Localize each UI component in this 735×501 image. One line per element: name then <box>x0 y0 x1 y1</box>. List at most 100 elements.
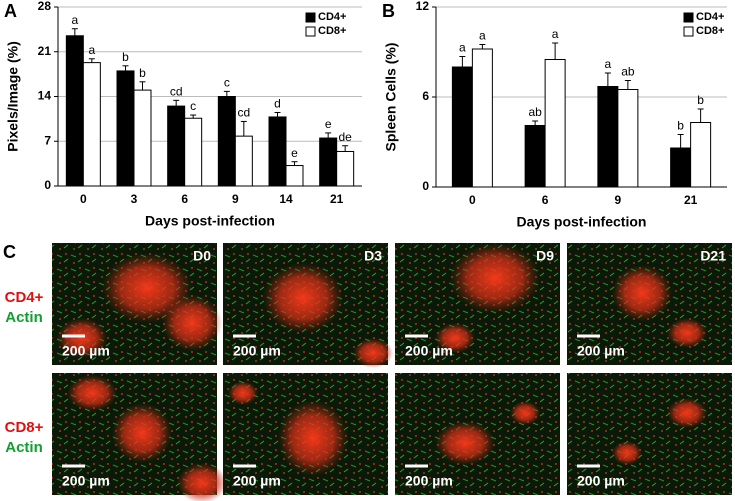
bar <box>336 150 355 187</box>
x-tick-label: 0 <box>469 193 476 207</box>
bar <box>617 89 639 188</box>
significance-label: a <box>479 29 486 43</box>
legend-swatch <box>683 12 694 23</box>
row-label: Actin <box>5 309 43 326</box>
significance-label: cd <box>170 85 183 99</box>
significance-label: a <box>71 13 78 27</box>
legend-swatch <box>305 26 316 37</box>
red-signal <box>177 463 227 501</box>
panel-label: C <box>3 242 16 262</box>
red-signal <box>67 375 117 411</box>
red-signal <box>57 318 107 358</box>
panel-label: A <box>4 1 17 21</box>
significance-label: e <box>291 146 298 160</box>
x-tick-label: 6 <box>181 192 188 206</box>
x-tick-label: 21 <box>684 193 698 207</box>
scale-label: 200 µm <box>577 473 625 489</box>
time-label: D9 <box>536 248 554 264</box>
significance-label: c <box>190 99 196 113</box>
scale-label: 200 µm <box>62 343 110 359</box>
y-tick-label: 14 <box>38 89 52 103</box>
micrograph <box>567 373 732 495</box>
bar <box>133 89 152 187</box>
y-tick-label: 0 <box>44 178 51 192</box>
bar <box>285 165 304 187</box>
significance-label: b <box>697 93 704 107</box>
bar <box>65 35 84 187</box>
red-signal <box>667 318 707 348</box>
red-signal <box>162 295 222 351</box>
significance-label: c <box>224 76 230 90</box>
significance-label: a <box>459 41 466 55</box>
y-tick-label: 28 <box>38 0 52 13</box>
scale-label: 200 µm <box>62 473 110 489</box>
significance-label: b <box>139 66 146 80</box>
legend-label: CD8+ <box>696 25 724 37</box>
time-label: D3 <box>364 248 382 264</box>
legend-label: CD4+ <box>318 11 346 23</box>
significance-label: a <box>552 27 559 41</box>
bar <box>268 116 287 187</box>
y-axis-title: Pixels/Image (%) <box>5 41 21 152</box>
scale-label: 200 µm <box>577 343 625 359</box>
bar <box>319 137 338 187</box>
y-tick-label: 0 <box>422 179 429 193</box>
red-signal <box>112 403 172 463</box>
bar <box>524 125 546 188</box>
scale-label: 200 µm <box>405 473 453 489</box>
y-axis-title: Spleen Cells (%) <box>383 43 399 152</box>
significance-label: b <box>677 119 684 133</box>
bar <box>82 62 101 187</box>
bar <box>116 70 135 187</box>
bar <box>690 122 712 188</box>
significance-label: b <box>122 50 129 64</box>
red-signal <box>612 441 642 465</box>
red-signal <box>263 263 343 333</box>
time-label: D21 <box>700 248 726 264</box>
bar <box>670 147 692 188</box>
red-signal <box>450 243 540 313</box>
time-label: D0 <box>193 248 211 264</box>
red-signal <box>353 338 393 368</box>
significance-label: a <box>605 57 612 71</box>
significance-label: ab <box>621 65 635 79</box>
legend-label: CD8+ <box>318 25 346 37</box>
significance-label: e <box>325 117 332 131</box>
red-signal <box>510 401 540 425</box>
scale-label: 200 µm <box>405 343 453 359</box>
bar <box>217 96 236 187</box>
x-tick-label: 6 <box>542 193 549 207</box>
red-signal <box>278 400 348 476</box>
red-signal <box>667 398 707 428</box>
row-label: Actin <box>5 439 43 456</box>
y-tick-label: 21 <box>38 44 52 58</box>
row-label: CD8+ <box>5 419 44 436</box>
bar <box>184 117 203 187</box>
significance-label: cd <box>237 106 250 120</box>
x-axis-title: Days post-infection <box>145 213 275 229</box>
x-tick-label: 0 <box>80 192 87 206</box>
x-axis-title: Days post-infection <box>517 214 647 230</box>
x-tick-label: 21 <box>330 192 344 206</box>
red-signal <box>228 381 258 405</box>
x-tick-label: 9 <box>615 193 622 207</box>
bar <box>471 48 493 188</box>
scale-label: 200 µm <box>233 473 281 489</box>
legend-label: CD4+ <box>696 11 724 23</box>
significance-label: a <box>88 43 95 57</box>
row-label: CD4+ <box>5 289 44 306</box>
legend-swatch <box>683 26 694 37</box>
bar <box>167 105 186 187</box>
x-tick-label: 9 <box>232 192 239 206</box>
significance-label: d <box>274 97 281 111</box>
y-tick-label: 12 <box>416 0 430 13</box>
significance-label: ab <box>528 105 542 119</box>
panel-label: B <box>382 1 395 21</box>
scale-label: 200 µm <box>233 343 281 359</box>
red-signal <box>612 265 672 321</box>
bar <box>597 86 619 188</box>
bar <box>544 59 566 188</box>
y-tick-label: 7 <box>44 133 51 147</box>
x-tick-label: 14 <box>279 192 293 206</box>
